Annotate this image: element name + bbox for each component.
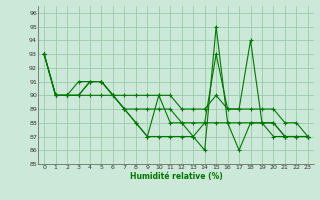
X-axis label: Humidité relative (%): Humidité relative (%)	[130, 172, 222, 181]
